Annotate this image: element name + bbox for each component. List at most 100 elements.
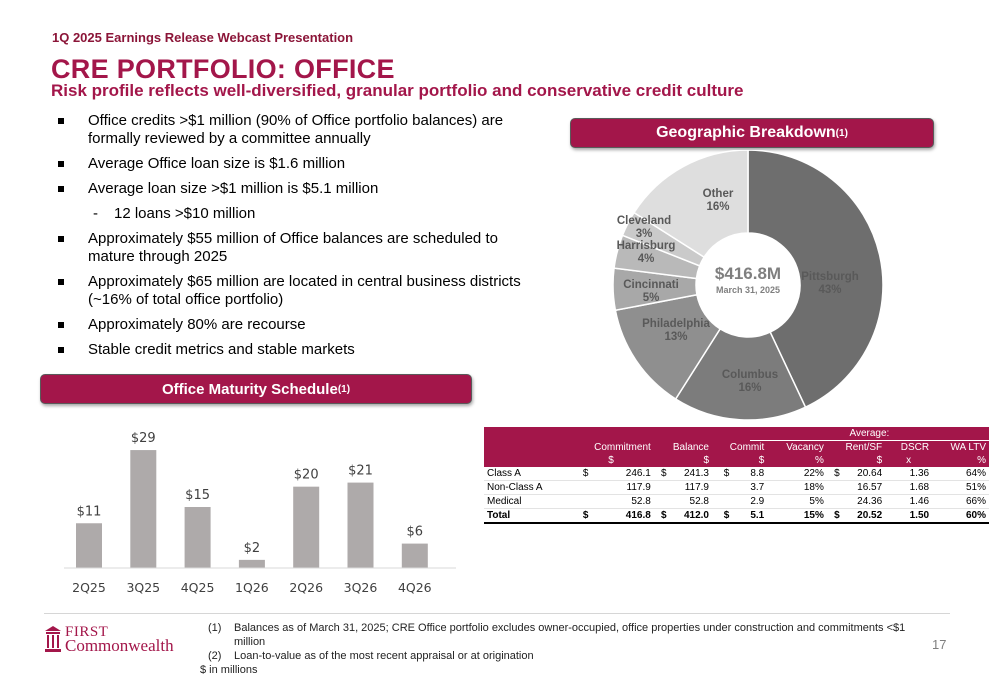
column-unit: x	[885, 454, 933, 467]
balance-cell: 52.8	[669, 494, 712, 509]
column-header: Commit	[712, 440, 768, 454]
bar-4q26	[401, 543, 428, 568]
currency-symbol	[568, 494, 592, 509]
logo-line-1: FIRST	[65, 624, 109, 640]
rent-cell: 20.52	[842, 508, 886, 524]
table-header-row: Commitment Balance Commit Vacancy Rent/S…	[484, 440, 989, 454]
bullet-item: Average Office loan size is $1.6 million	[56, 155, 526, 173]
dscr-cell: 1.36	[885, 467, 933, 481]
x-tick-label: 2Q26	[289, 580, 323, 595]
maturity-bar-chart: $11 2Q25 $29 3Q25 $15 4Q25 $2 1Q26 $20 2Q26 $21 3Q2…	[50, 410, 470, 610]
currency-symbol: $	[653, 508, 670, 524]
bank-building-icon	[45, 626, 61, 652]
donut-slice-other	[632, 149, 749, 259]
commitment-cell: 416.8	[591, 508, 654, 524]
donut-chart-svg: Pittsburgh 43% Columbus 16% Philadelphia 13% C…	[612, 149, 884, 421]
vacancy-cell: 15%	[767, 508, 827, 524]
balance-cell: 412.0	[669, 508, 712, 524]
bar-3q25	[130, 450, 157, 568]
row-label: Class A	[484, 467, 569, 481]
donut-slice-label: Cleveland 3%	[617, 215, 671, 240]
row-label: Medical	[484, 494, 569, 509]
vacancy-cell: 5%	[767, 494, 827, 509]
geographic-breakdown-title: Geographic Breakdown	[656, 124, 836, 141]
table-row: Non-Class A 117.9 117.9 3.7 18% 16.57 1.…	[484, 480, 989, 495]
footnote-ref: (1)	[337, 383, 351, 395]
column-unit: %	[767, 454, 827, 467]
currency-symbol	[568, 480, 592, 495]
currency-symbol: $	[653, 467, 670, 481]
geographic-breakdown-header: Geographic Breakdown (1)	[570, 118, 934, 148]
bar-3q26	[347, 482, 374, 568]
currency-symbol: $	[568, 508, 592, 524]
footnote-number: (2)	[208, 650, 222, 662]
bullet-marker	[58, 161, 64, 167]
currency-symbol: $	[712, 508, 733, 524]
table-row: Medical 52.8 52.8 2.9 5% 24.36 1.46 66%	[484, 494, 989, 509]
donut-center-label: March 31, 2025	[716, 285, 780, 295]
table-total-row: Total $ 416.8 $ 412.0 $ 5.1 15% $ 20.52 …	[484, 508, 989, 524]
column-header: Vacancy	[767, 440, 827, 454]
bullet-item: Stable credit metrics and stable markets	[56, 341, 526, 359]
donut-slice-label: Harrisburg 4%	[617, 240, 676, 265]
footnote-text: Balances as of March 31, 2025; CRE Offic…	[234, 622, 906, 648]
avg-commit-cell: 8.8	[732, 467, 768, 481]
bullet-text: Stable credit metrics and stable markets	[88, 341, 355, 358]
dscr-cell: 1.46	[885, 494, 933, 509]
bullet-item: Average loan size >$1 million is $5.1 mi…	[56, 180, 526, 198]
x-tick-label: 1Q26	[235, 580, 269, 595]
bullet-text: Average loan size >$1 million is $5.1 mi…	[88, 180, 379, 197]
logo-line-2: Commonwealth	[65, 636, 174, 655]
bullet-marker	[58, 279, 64, 285]
bullet-text: Approximately $65 million are located in…	[88, 273, 521, 308]
bar-4q25	[184, 507, 211, 568]
footnote: (2) Loan-to-value as of the most recent a…	[208, 649, 908, 663]
bullet-text: 12 loans >$10 million	[114, 205, 256, 222]
bullet-text: Approximately 80% are recourse	[88, 316, 306, 333]
column-unit: $	[653, 454, 712, 467]
currency-symbol	[653, 494, 670, 509]
column-header: Balance	[653, 440, 712, 454]
dscr-cell: 1.50	[885, 508, 933, 524]
donut-slice-label: Cincinnati 5%	[623, 279, 679, 304]
bar-2q26	[293, 486, 320, 568]
footnote-text: Loan-to-value as of the most recent appr…	[234, 650, 534, 662]
average-group-label: Average:	[749, 427, 989, 441]
currency-symbol	[712, 480, 733, 495]
x-tick-label: 2Q25	[72, 580, 106, 595]
donut-slice-label: Other 16%	[703, 188, 734, 213]
page-title: CRE PORTFOLIO: OFFICE	[51, 54, 395, 84]
row-label: Non-Class A	[484, 480, 569, 495]
currency-symbol: $	[826, 508, 843, 524]
ltv-cell: 60%	[932, 508, 989, 524]
table-row: Class A $ 246.1 $ 241.3 $ 8.8 22% $ 20.6…	[484, 467, 989, 481]
bar-value-label: $21	[348, 464, 373, 479]
geographic-donut-chart: Pittsburgh 43% Columbus 16% Philadelphia 13% C…	[540, 149, 950, 421]
logo-wordmark: FIRST Commonwealth	[65, 624, 174, 655]
footer-divider	[44, 613, 950, 614]
bullet-text: Approximately $55 million of Office bala…	[88, 230, 498, 265]
maturity-schedule-title: Office Maturity Schedule	[161, 380, 338, 398]
currency-symbol	[712, 494, 733, 509]
vacancy-cell: 18%	[767, 480, 827, 495]
column-unit: $	[712, 454, 768, 467]
balance-cell: 117.9	[669, 480, 712, 495]
table-units-row: $ $ $ % $ x %	[484, 454, 989, 467]
bar-value-label: $29	[131, 431, 156, 446]
x-tick-label: 3Q26	[344, 580, 378, 595]
rent-cell: 16.57	[842, 480, 886, 495]
office-metrics-table: Average: Commitment Balance Commit Vacan…	[484, 427, 989, 524]
bar-value-label: $20	[294, 468, 319, 483]
column-unit: %	[932, 454, 989, 467]
dash-marker: -	[93, 205, 98, 222]
footnote: (1) Balances as of March 31, 2025; CRE Of…	[208, 621, 908, 649]
bullet-marker	[58, 186, 64, 192]
commitment-cell: 117.9	[591, 480, 654, 495]
donut-slice-label: Philadelphia 13%	[642, 318, 710, 343]
table-header-row: Average:	[484, 427, 989, 441]
bar-value-label: $11	[77, 504, 102, 519]
footnote-number: (1)	[208, 622, 222, 634]
page-number: 17	[932, 637, 947, 652]
currency-symbol	[653, 480, 670, 495]
ltv-cell: 66%	[932, 494, 989, 509]
